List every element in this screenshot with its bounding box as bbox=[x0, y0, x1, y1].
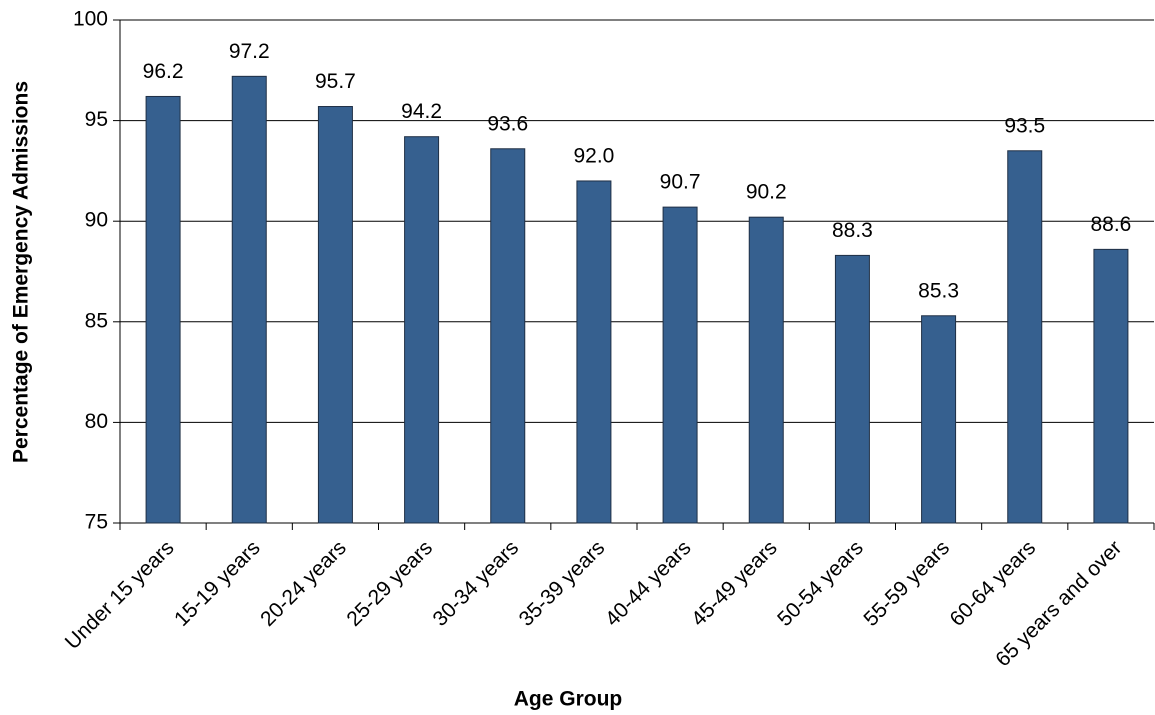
bar bbox=[1093, 248, 1129, 524]
data-label: 93.6 bbox=[487, 112, 528, 135]
data-label: 94.2 bbox=[401, 100, 442, 123]
bar bbox=[748, 216, 784, 524]
x-axis-title: Age Group bbox=[514, 688, 623, 711]
x-tick-label: 40-44 years bbox=[601, 536, 696, 631]
x-tick-label: Under 15 years bbox=[61, 536, 179, 654]
bar bbox=[662, 206, 698, 524]
bar bbox=[576, 180, 612, 524]
data-label: 85.3 bbox=[918, 279, 959, 302]
y-tick-label: 75 bbox=[85, 511, 108, 534]
y-tick-label: 100 bbox=[73, 8, 108, 31]
data-label: 97.2 bbox=[229, 40, 270, 63]
y-tick-label: 90 bbox=[85, 209, 108, 232]
bar bbox=[921, 315, 957, 524]
x-tick-label: 50-54 years bbox=[773, 536, 868, 631]
data-label: 92.0 bbox=[573, 145, 614, 168]
bar bbox=[317, 106, 353, 524]
data-label: 88.3 bbox=[832, 219, 873, 242]
bar bbox=[834, 254, 870, 524]
bar bbox=[145, 95, 181, 524]
y-tick-label: 80 bbox=[85, 410, 108, 433]
x-tick-label: 55-59 years bbox=[859, 536, 954, 631]
x-tick-label: 15-19 years bbox=[170, 536, 265, 631]
data-label: 95.7 bbox=[315, 70, 356, 93]
bar bbox=[231, 75, 267, 524]
x-tick-label: 20-24 years bbox=[256, 536, 351, 631]
y-axis-title: Percentage of Emergency Admissions bbox=[10, 81, 33, 463]
data-label: 96.2 bbox=[143, 60, 184, 83]
bar bbox=[1007, 150, 1043, 524]
x-tick-label: 60-64 years bbox=[946, 536, 1041, 631]
data-label: 88.6 bbox=[1090, 213, 1131, 236]
data-label: 90.7 bbox=[660, 171, 701, 194]
x-tick-label: 45-49 years bbox=[687, 536, 782, 631]
x-tick-label: 35-39 years bbox=[515, 536, 610, 631]
x-tick-label: 30-34 years bbox=[429, 536, 524, 631]
data-label: 90.2 bbox=[746, 181, 787, 204]
y-tick-label: 85 bbox=[85, 309, 108, 332]
y-tick-label: 95 bbox=[85, 108, 108, 131]
bar bbox=[404, 136, 440, 524]
bar bbox=[490, 148, 526, 524]
data-label: 93.5 bbox=[1004, 114, 1045, 137]
x-tick-label: 25-29 years bbox=[342, 536, 437, 631]
